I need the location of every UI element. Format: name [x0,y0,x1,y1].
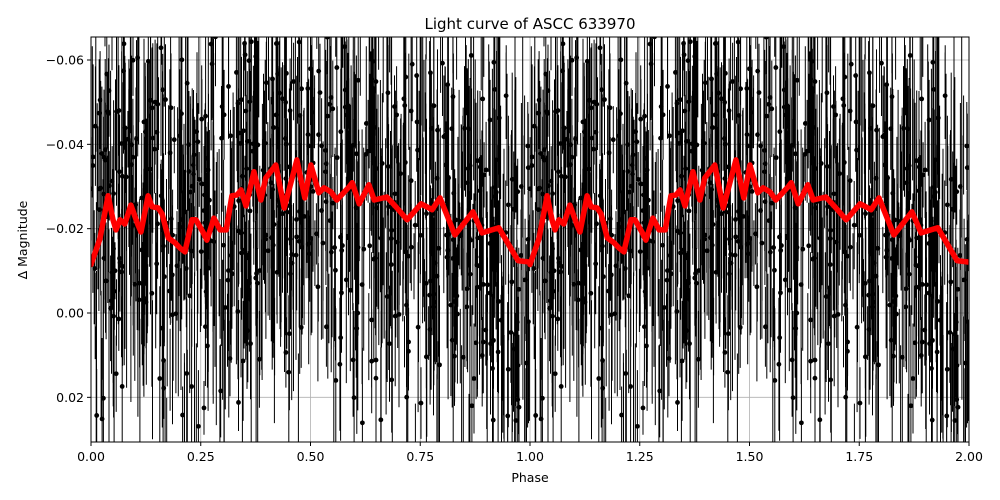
y-tick-label: 0.00 [56,306,84,321]
observation-points [91,37,969,442]
x-tick-label: 2.00 [955,449,983,464]
x-tick-label: 0.25 [187,449,215,464]
y-tick-label: −0.04 [46,137,84,152]
y-axis-ticks: −0.06 −0.04 −0.02 0.00 0.02 [46,53,91,405]
x-axis-ticks: 0.00 0.25 0.50 0.75 1.00 1.25 1.50 1.75 2.00 [77,442,983,464]
x-tick-label: 0.50 [297,449,325,464]
chart-title: Light curve of ASCC 633970 [425,15,636,33]
x-tick-label: 0.75 [406,449,434,464]
y-tick-label: −0.02 [46,221,84,236]
x-tick-label: 1.00 [516,449,544,464]
y-tick-label: 0.02 [56,390,84,405]
model-curve [91,157,969,268]
x-tick-label: 1.75 [845,449,873,464]
x-tick-label: 1.25 [626,449,654,464]
x-tick-label: 0.00 [77,449,105,464]
y-tick-label: −0.06 [46,53,84,68]
x-tick-label: 1.50 [736,449,764,464]
x-axis-label: Phase [511,470,549,485]
y-axis-label: Δ Magnitude [15,200,30,279]
